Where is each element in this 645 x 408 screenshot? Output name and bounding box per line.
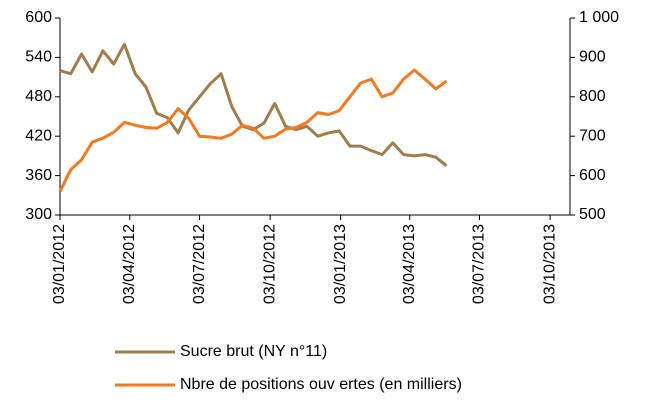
legend-label: Nbre de positions ouv ertes (en milliers… <box>180 376 462 393</box>
y-tick-label: 600 <box>25 9 52 26</box>
x-tick-label: 03/04/2013 <box>401 224 418 304</box>
y2-tick-label: 500 <box>579 206 606 223</box>
y2-tick-label: 600 <box>579 167 606 184</box>
y-tick-label: 480 <box>25 88 52 105</box>
series-line <box>58 68 448 193</box>
legend-label: Sucre brut (NY n°11) <box>180 343 327 360</box>
y-tick-label: 420 <box>25 127 52 144</box>
x-tick-label: 03/07/2013 <box>471 224 488 304</box>
x-tick-label: 03/04/2012 <box>121 224 138 304</box>
y-tick-label: 360 <box>25 167 52 184</box>
y-tick-label: 300 <box>25 206 52 223</box>
series-line <box>59 42 448 167</box>
y2-tick-label: 700 <box>579 127 606 144</box>
x-tick-label: 03/10/2013 <box>541 224 558 304</box>
x-tick-label: 03/01/2013 <box>332 224 349 304</box>
y2-tick-label: 800 <box>579 88 606 105</box>
x-tick-label: 03/01/2012 <box>51 224 68 304</box>
y-tick-label: 540 <box>25 49 52 66</box>
x-tick-label: 03/10/2012 <box>261 224 278 304</box>
y2-tick-label: 1 000 <box>579 9 619 26</box>
x-tick-label: 03/07/2012 <box>191 224 208 304</box>
y2-tick-label: 900 <box>579 49 606 66</box>
